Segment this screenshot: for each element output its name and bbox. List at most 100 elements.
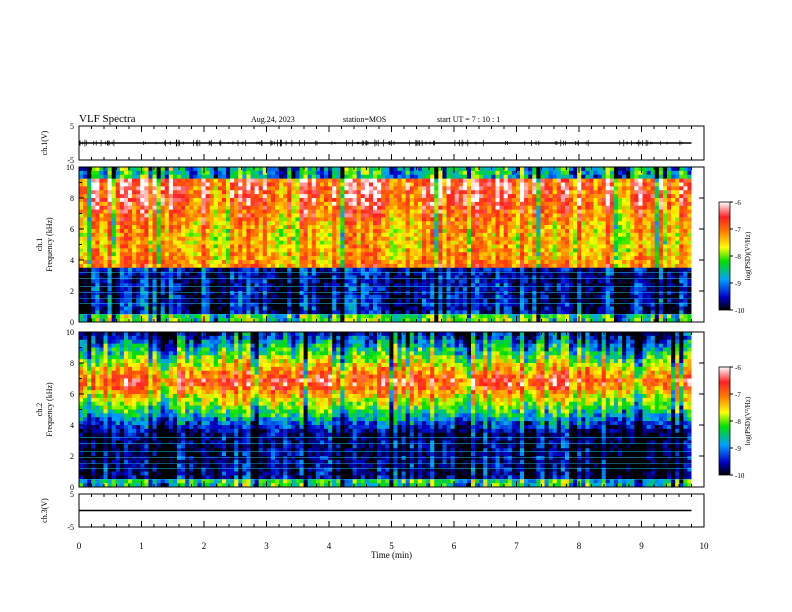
spectrogram-cell [91,294,96,300]
spectrogram-cell [136,194,141,199]
spectrogram-cell [528,194,533,199]
spectrogram-cell [385,279,390,284]
spectrogram-cell [634,213,640,218]
spectrogram-cell [540,190,546,195]
spectrogram-cell [450,291,456,296]
spectrogram-cell [454,291,460,296]
spectrogram-cell [377,209,382,215]
spectrogram-cell [658,252,664,257]
spectrogram-cell [422,240,427,246]
spectrogram-cell [475,279,480,284]
spectrogram-cell [540,205,546,211]
spectrogram-cell [373,213,378,218]
spectrogram-cell [332,201,337,207]
spectrogram-cell [328,174,333,180]
spectrogram-cell [417,182,423,187]
spectrogram-cell [569,174,574,180]
spectrogram-cell [593,178,599,184]
spectrogram-cell [393,170,399,176]
spectrogram-cell [156,248,162,253]
spectrogram-cell [270,174,276,180]
spectrogram-cell [405,190,411,195]
spectrogram-cell [352,167,358,172]
spectrogram-cell [336,271,341,277]
spectrogram-cell [622,248,627,253]
spectrogram-cell [348,225,354,230]
spectrogram-cell [438,225,444,230]
spectrogram-cell [246,229,252,234]
spectrogram-cell [536,267,542,273]
spectrogram-cell [258,174,264,180]
spectrogram-cell [332,252,337,257]
spectrogram-cell [520,229,525,234]
spectrogram-cell [115,244,121,249]
spectrogram-cell [230,174,235,180]
spectrogram-cell [221,252,227,257]
spectrogram-cell [287,182,292,187]
spectrogram-cell [128,198,133,203]
spectrogram-cell [230,240,235,246]
spectrogram-cell [642,209,648,215]
spectrogram-cell [524,217,529,222]
spectrogram-cell [446,240,452,246]
spectrogram-cell [687,248,693,253]
spectrogram-cell [111,256,117,261]
spectrogram-cell [295,205,301,211]
spectrogram-cell [348,252,354,257]
spectrogram-cell [107,294,113,300]
spectrogram-cell [654,260,660,265]
spectrogram-cell [642,174,648,180]
spectrogram-cell [172,260,178,265]
spectrogram-cell [152,287,158,292]
spectrogram-cell [275,182,280,187]
spectrogram-cell [209,174,215,180]
spectrogram-cell [181,283,186,288]
spectrogram-cell [311,252,317,257]
spectrogram-cell [618,194,623,199]
spectrogram-cell [279,291,284,296]
spectrogram-cell [601,229,607,234]
spectrogram-cell [91,244,96,249]
spectrogram-cell [197,167,203,172]
spectrogram-cell [552,236,558,242]
spectrogram-cell [103,182,109,187]
spectrogram-cell [585,236,591,242]
spectrogram-cell [103,283,109,288]
spectrogram-cell [401,287,407,292]
spectrogram-cell [291,201,297,207]
spectrogram-cell [385,283,390,288]
spectrogram-cell [115,209,121,215]
spectrogram-cell [417,260,423,265]
spectrogram-cell [238,209,243,215]
spectrogram-cell [397,209,403,215]
spectrogram-cell [597,291,603,296]
spectrogram-cell [385,170,390,176]
spectrogram-cell [307,213,313,218]
spectrogram-cell [593,287,599,292]
spectrogram-cell [83,252,88,257]
spectrogram-cell [311,182,317,187]
spectrogram-cell [569,225,574,230]
spectrogram-cell [246,178,252,184]
spectrogram-cell [152,260,158,265]
spectrogram-cell [613,263,619,269]
spectrogram-cell [344,225,350,230]
spectrogram-cell [544,236,550,242]
spectrogram-cell [87,287,92,292]
spectrogram-cell [172,190,178,195]
spectrogram-cell [593,240,599,246]
spectrogram-cell [442,267,448,273]
spectrogram-cell [458,170,464,176]
spectrogram-cell [540,221,546,226]
spectrogram-cell [258,229,264,234]
spectrogram-cell [618,198,623,203]
spectrogram-cell [91,263,96,269]
spectrogram-cell [528,186,533,191]
spectrogram-cell [107,167,113,172]
spectrogram-cell [83,263,88,269]
spectrogram-cell [507,252,513,257]
spectrogram-cell [454,240,460,246]
spectrogram-cell [495,275,501,280]
spectrogram-cell [662,240,668,246]
spectrogram-cell [213,279,219,284]
